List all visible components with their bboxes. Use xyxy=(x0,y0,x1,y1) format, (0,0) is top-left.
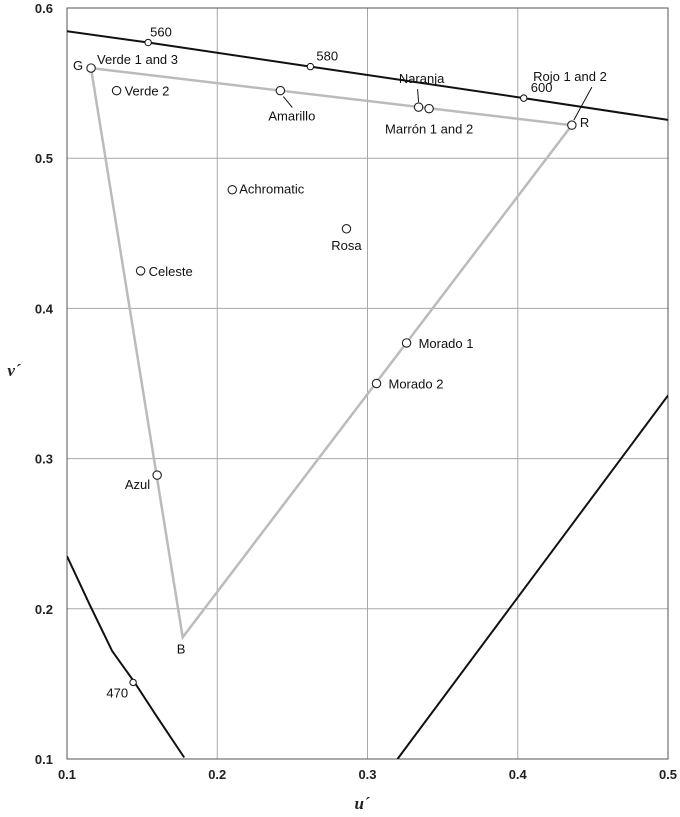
data-point-label: Verde 2 xyxy=(125,84,170,99)
x-tick-label: 0.5 xyxy=(659,767,677,782)
gamut-triangle-outline xyxy=(89,66,575,641)
spectral-locus-left xyxy=(67,555,186,759)
data-point xyxy=(341,224,352,234)
data-point-label: Amarillo xyxy=(268,109,315,124)
wavelength-marker xyxy=(520,94,528,102)
x-tick-label: 0.2 xyxy=(208,767,226,782)
x-tick-label: 0.1 xyxy=(58,767,76,782)
wavelength-label: 560 xyxy=(150,25,172,40)
label-leader xyxy=(282,96,293,108)
data-point-label: Marrón 1 and 2 xyxy=(385,122,473,137)
data-point-label: Celeste xyxy=(149,264,193,279)
vertex-label: R xyxy=(580,115,589,130)
gamut-triangle: G R B xyxy=(73,58,589,656)
data-point-label: Azul xyxy=(125,477,150,492)
x-tick-label: 0.4 xyxy=(509,767,528,782)
data-point-label: Morado 2 xyxy=(389,377,444,392)
wavelength-label: 580 xyxy=(316,49,338,64)
data-point-label: Verde 1 and 3 xyxy=(97,52,178,67)
label-leader xyxy=(417,89,420,103)
data-point xyxy=(567,120,577,130)
data-point xyxy=(371,378,382,389)
curves: 560 580 600 470 xyxy=(67,25,668,759)
y-axis-label: v´ xyxy=(7,361,22,380)
data-point xyxy=(135,266,146,276)
data-point-label: Naranja xyxy=(399,71,445,86)
vertex-label: G xyxy=(73,58,83,73)
y-tick-label: 0.3 xyxy=(35,452,53,467)
grid xyxy=(66,7,669,760)
wavelength-label: 470 xyxy=(106,685,128,700)
data-point-label: Morado 1 xyxy=(419,336,474,351)
data-points: Verde 1 and 3 Verde 2 Amarillo Naranja Marró… xyxy=(86,52,607,492)
vertex-label: B xyxy=(177,641,186,656)
y-tick-label: 0.1 xyxy=(35,752,53,767)
y-tick-label: 0.6 xyxy=(35,1,53,16)
data-point-label: Rojo 1 and 2 xyxy=(533,69,607,84)
wavelength-marker xyxy=(129,678,137,687)
data-point xyxy=(227,184,238,195)
wavelength-marker xyxy=(306,62,315,71)
data-point xyxy=(111,85,122,96)
tick-labels: 0.1 0.2 0.3 0.4 0.5 0.1 0.2 0.3 0.4 0.5 0.6 xyxy=(35,1,677,782)
data-point xyxy=(401,338,412,348)
data-point xyxy=(413,102,424,112)
y-tick-label: 0.4 xyxy=(35,301,54,316)
wavelength-marker xyxy=(144,38,152,47)
spectral-locus-right xyxy=(396,394,668,759)
x-tick-label: 0.3 xyxy=(358,767,376,782)
label-leader xyxy=(573,86,593,121)
x-axis-label: u´ xyxy=(354,794,370,813)
data-point xyxy=(275,85,286,96)
wavelength-label: 600 xyxy=(531,80,553,95)
y-tick-label: 0.2 xyxy=(35,602,53,617)
data-point xyxy=(86,63,96,73)
y-tick-label: 0.5 xyxy=(35,151,53,166)
data-point xyxy=(152,470,162,480)
plot-frame xyxy=(66,7,669,760)
data-point xyxy=(424,103,434,114)
data-point-label: Rosa xyxy=(331,238,362,253)
data-point-label: Achromatic xyxy=(239,182,305,197)
